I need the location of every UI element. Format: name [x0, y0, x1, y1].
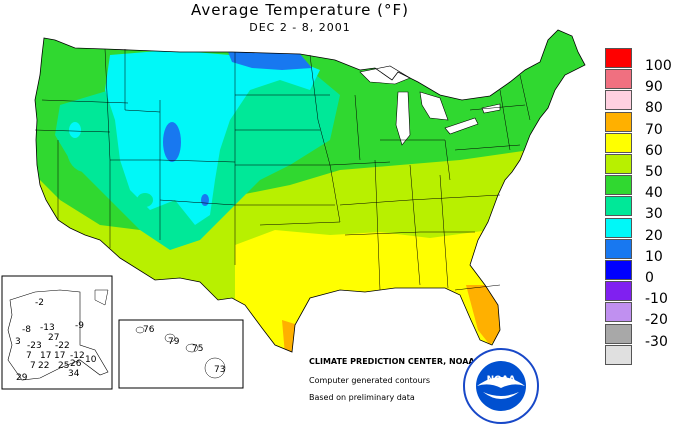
ak-val-15: 26 — [70, 359, 82, 369]
legend-row: -10 — [605, 281, 675, 307]
legend-label: 60 — [645, 142, 663, 159]
legend-row: 30 — [605, 196, 675, 222]
noaa-logo: NOAA — [463, 348, 539, 424]
legend-swatch — [605, 69, 632, 90]
legend-label: 50 — [645, 164, 663, 180]
legend-label: -20 — [645, 312, 668, 329]
legend-label: 20 — [645, 227, 663, 244]
ak-val-4: 3 — [15, 337, 21, 347]
legend-swatch — [605, 281, 632, 302]
temperature-map: -2 -9 -8 -13 3 27 -22 -23 7 17 17 -12 7 … — [1, 29, 586, 390]
hi-val-1: 79 — [168, 337, 180, 347]
ak-val-6: -22 — [55, 341, 70, 351]
legend-row: -20 — [605, 302, 675, 328]
legend-row — [605, 344, 675, 367]
legend-label: -30 — [645, 333, 668, 350]
map-title: Average Temperature (°F) — [191, 1, 409, 19]
hawaii-inset: 76 79 75 73 — [118, 319, 244, 389]
legend-swatch — [605, 196, 632, 217]
legend-row: 60 — [605, 132, 675, 159]
legend-row: -30 — [605, 323, 675, 350]
zone-70-texas — [282, 320, 300, 352]
ak-val-17: 34 — [68, 369, 80, 379]
legend-row: 100 — [605, 48, 675, 74]
ak-val-14: 25 — [58, 361, 69, 371]
ak-val-1: -9 — [75, 321, 84, 331]
legend-row: 80 — [605, 90, 675, 116]
zone-70-florida — [466, 285, 500, 345]
lake-huron — [419, 91, 449, 121]
legend-swatch — [605, 111, 632, 132]
legend-swatch — [605, 344, 632, 365]
legend-row: 70 — [605, 111, 675, 138]
ak-val-9: 17 — [40, 351, 51, 361]
legend-label: 0 — [645, 270, 654, 286]
ak-val-2: -8 — [22, 325, 31, 335]
state-boundaries — [34, 48, 531, 291]
lake-ontario — [481, 103, 501, 114]
map-date-range: DEC 2 - 8, 2001 — [249, 21, 351, 34]
ak-val-18: 10 — [85, 355, 97, 365]
credit-preliminary: Based on preliminary data — [309, 393, 415, 402]
legend-label: -10 — [645, 291, 668, 308]
legend-swatch — [605, 302, 632, 323]
legend-row: 90 — [605, 69, 675, 95]
legend-swatch — [605, 48, 632, 68]
noaa-logo-text: NOAA — [487, 375, 516, 385]
zone-20 — [105, 50, 320, 225]
ak-val-11: -12 — [70, 351, 85, 361]
legend-row: 40 — [605, 175, 675, 201]
ak-val-12: 7 — [30, 361, 36, 371]
legend-row: 10 — [605, 238, 675, 265]
legend-label: 90 — [645, 79, 663, 96]
ak-val-5: 27 — [48, 333, 59, 343]
legend-label: 100 — [645, 58, 672, 74]
hi-val-2: 75 — [192, 344, 203, 354]
legend-row: 20 — [605, 217, 675, 244]
ak-val-16: 29 — [16, 373, 28, 383]
legend-swatch — [605, 260, 632, 280]
hi-val-3: 73 — [214, 365, 225, 375]
zone-10-north — [228, 52, 312, 70]
legend-row: 50 — [605, 154, 675, 180]
hi-val-0: 76 — [143, 325, 155, 335]
us-outline — [34, 29, 586, 353]
legend-swatch — [605, 217, 632, 238]
legend-label: 80 — [645, 100, 663, 117]
legend-label: 70 — [645, 121, 663, 138]
legend-label: 40 — [645, 185, 663, 202]
ak-val-8: 7 — [26, 351, 32, 361]
legend-row: 0 — [605, 260, 675, 286]
lake-erie — [444, 117, 479, 135]
ak-val-7: -23 — [27, 341, 42, 351]
ak-val-10: 17 — [54, 351, 65, 361]
legend-label: 10 — [645, 248, 663, 265]
credit-contours: Computer generated contours — [309, 376, 431, 385]
legend-label: 30 — [645, 206, 663, 223]
legend-swatch — [605, 175, 632, 196]
legend-swatch — [605, 90, 632, 111]
legend-swatch — [605, 154, 632, 174]
credit-center: CLIMATE PREDICTION CENTER, NOAA — [309, 357, 475, 366]
zone-10-wyoming — [163, 122, 181, 162]
ak-val-13: 22 — [38, 361, 49, 371]
ak-val-0: -2 — [35, 298, 44, 308]
legend-swatch — [605, 323, 632, 344]
legend-swatch — [605, 132, 632, 153]
ak-val-3: -13 — [40, 323, 55, 333]
alaska-inset: -2 -9 -8 -13 3 27 -22 -23 7 17 17 -12 7 … — [1, 275, 113, 390]
legend-swatch — [605, 238, 632, 259]
